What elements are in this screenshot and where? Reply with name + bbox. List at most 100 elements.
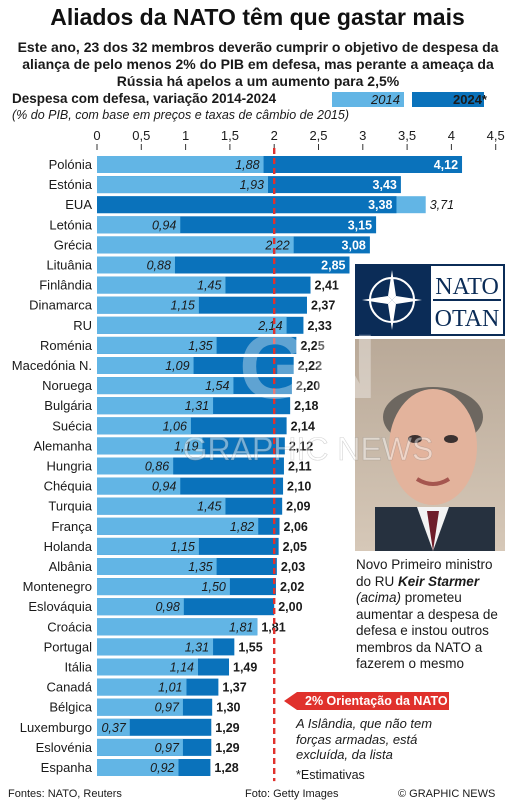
photo-caption: Novo Primeiro ministro do RU Keir Starme… (356, 557, 508, 673)
category-label: Suécia (52, 418, 93, 433)
legend-swatch-2024 (412, 92, 484, 107)
bar-2014 (97, 417, 191, 435)
bar-2014 (97, 316, 287, 334)
value-label-2024: 2,22 (298, 359, 322, 373)
value-label-2014: 3,71 (430, 198, 454, 212)
bar-2014 (97, 497, 226, 515)
value-label-2014: 0,94 (152, 218, 176, 232)
bar-2014 (97, 638, 214, 656)
value-label-2014: 0,97 (155, 741, 180, 755)
value-label-2024: 1,29 (215, 741, 239, 755)
value-label-2014: 2,22 (264, 238, 289, 252)
x-tick-label: 1 (182, 128, 189, 143)
category-label: Chéquia (44, 479, 93, 494)
bar-2014 (97, 397, 214, 415)
value-label-2024: 2,12 (289, 439, 313, 453)
estimate-note: *Estimativas (296, 768, 365, 782)
nato-logo: NATO OTAN (355, 264, 505, 336)
value-label-2014: 1,09 (165, 359, 189, 373)
x-axis-ticks: 0 0,5 1 1,5 2 2,5 3 3,5 4 4,5 (93, 128, 505, 150)
value-label-2014: 0,97 (155, 701, 180, 715)
category-label: França (52, 519, 93, 534)
value-label-2014: 1,54 (205, 379, 229, 393)
value-label-2024: 2,18 (294, 399, 318, 413)
category-label: Croácia (47, 619, 93, 634)
value-label-2024: 3,43 (373, 178, 397, 192)
caption-paren: (acima) (356, 590, 402, 605)
iceland-note: A Islândia, que não tem forças armadas, … (296, 716, 433, 762)
value-label-2024: 1,30 (216, 701, 240, 715)
value-label-2024: 3,08 (342, 238, 366, 252)
bar-2014 (97, 176, 268, 194)
caption-name: Keir Starmer (398, 573, 480, 589)
value-label-2024: 2,33 (307, 319, 331, 333)
x-tick-label: 2 (271, 128, 278, 143)
value-label-2014: 1,35 (188, 560, 212, 574)
bar-2024 (97, 196, 397, 214)
bar-2014 (97, 276, 226, 294)
legend-swatch-2014 (332, 92, 404, 107)
value-label-2014: 1,15 (171, 299, 195, 313)
category-label: Canadá (46, 680, 92, 695)
x-tick-label: 4 (448, 128, 455, 143)
x-tick-label: 4,5 (487, 128, 505, 143)
category-label: Bélgica (49, 700, 92, 715)
x-tick-label: 3,5 (398, 128, 416, 143)
bar-2014 (97, 678, 187, 696)
category-label: Letónia (49, 217, 92, 232)
page-title: Aliados da NATO têm que gastar mais (50, 4, 465, 30)
bar-2014 (97, 618, 258, 636)
category-label: Portugal (44, 639, 93, 654)
value-label-2014: 1,50 (202, 580, 226, 594)
value-label-2024: 1,29 (215, 721, 239, 735)
starmer-photo (355, 339, 505, 551)
value-label-2024: 2,03 (281, 560, 305, 574)
value-label-2014: 0,88 (147, 259, 171, 273)
category-label: Luxemburgo (20, 720, 92, 735)
bar-2014 (97, 156, 264, 173)
category-label: Eslováquia (28, 599, 92, 614)
value-label-2014: 1,31 (185, 399, 209, 413)
category-label: Hungria (46, 459, 92, 474)
bar-2014 (97, 558, 217, 575)
page-subtitle: Este ano, 23 dos 32 membros deverão cump… (17, 39, 499, 89)
bar-2014 (97, 658, 199, 676)
value-label-2014: 1,06 (163, 419, 187, 433)
value-label-2024: 1,49 (233, 661, 257, 675)
bar-2014 (97, 718, 130, 736)
category-label: Polónia (49, 157, 93, 172)
value-label-2014: 1,19 (174, 439, 198, 453)
nato-logo-graphic: NATO OTAN (355, 264, 505, 336)
value-label-2014: 1,14 (170, 661, 194, 675)
bar-2014 (97, 236, 294, 254)
value-label-2024: 3,15 (348, 218, 372, 232)
value-label-2014: 2,14 (257, 319, 282, 333)
bar-2014 (97, 256, 175, 274)
bar-2014 (97, 598, 184, 616)
guideline-label: 2% Orientação da NATO (297, 692, 449, 710)
nato-logo-top: NATO (435, 274, 499, 300)
x-tick-label: 1,5 (221, 128, 239, 143)
bar-2014 (97, 578, 230, 596)
value-label-2024: 2,25 (300, 339, 324, 353)
bar-2014 (97, 377, 234, 395)
value-label-2014: 1,88 (235, 158, 259, 172)
category-label: Bulgária (44, 398, 92, 413)
portrait-illustration (355, 339, 505, 551)
value-label-2024: 1,81 (261, 620, 285, 634)
value-label-2014: 1,93 (240, 178, 264, 192)
photo-credit: Foto: Getty Images (245, 788, 339, 800)
bar-2014 (97, 738, 183, 756)
legend-label-2024: 2024* (453, 92, 487, 107)
value-label-2014: 0,86 (145, 460, 169, 474)
x-tick-label: 2,5 (309, 128, 327, 143)
bar-rows: Polónia 1,88 4,12 Estónia 1,93 3,43 EUA 3,71 3,3… (12, 156, 463, 776)
bar-2014 (97, 437, 203, 455)
value-label-2014: 0,37 (101, 721, 126, 735)
category-label: Alemanha (33, 438, 92, 453)
value-label-2014: 1,81 (229, 620, 253, 634)
guideline-arrow-icon (284, 692, 297, 710)
value-label-2014: 0,92 (150, 761, 174, 775)
bar-2014 (97, 698, 183, 716)
value-label-2014: 1,45 (197, 500, 221, 514)
